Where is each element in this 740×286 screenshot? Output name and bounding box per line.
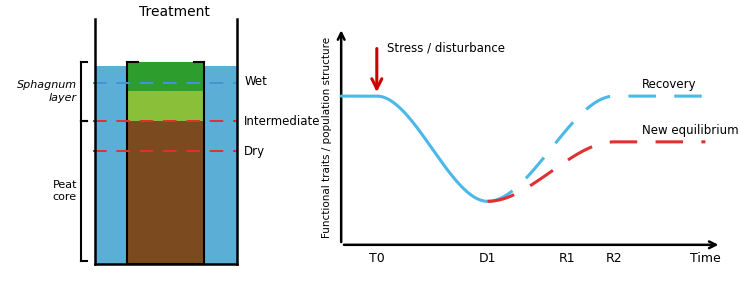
Text: Time: Time bbox=[690, 252, 721, 265]
Text: Dry: Dry bbox=[244, 145, 266, 158]
Text: Treatment: Treatment bbox=[139, 5, 210, 19]
Text: New equilibrium: New equilibrium bbox=[642, 124, 739, 137]
Text: Sphagnum
layer: Sphagnum layer bbox=[17, 80, 77, 103]
Text: Wet: Wet bbox=[244, 75, 267, 88]
Bar bbox=[127, 91, 204, 121]
Text: Functional traits / population structure: Functional traits / population structure bbox=[323, 37, 332, 238]
Text: Recovery: Recovery bbox=[642, 78, 696, 91]
Bar bbox=[95, 66, 237, 264]
Bar bbox=[127, 62, 204, 91]
Text: Stress / disturbance: Stress / disturbance bbox=[387, 41, 505, 55]
Text: T0: T0 bbox=[369, 252, 385, 265]
Text: Intermediate: Intermediate bbox=[244, 114, 320, 128]
Text: R2: R2 bbox=[606, 252, 622, 265]
Text: Peat
core: Peat core bbox=[53, 180, 77, 202]
Text: D1: D1 bbox=[479, 252, 497, 265]
Text: R1: R1 bbox=[559, 252, 575, 265]
Bar bbox=[127, 121, 204, 264]
